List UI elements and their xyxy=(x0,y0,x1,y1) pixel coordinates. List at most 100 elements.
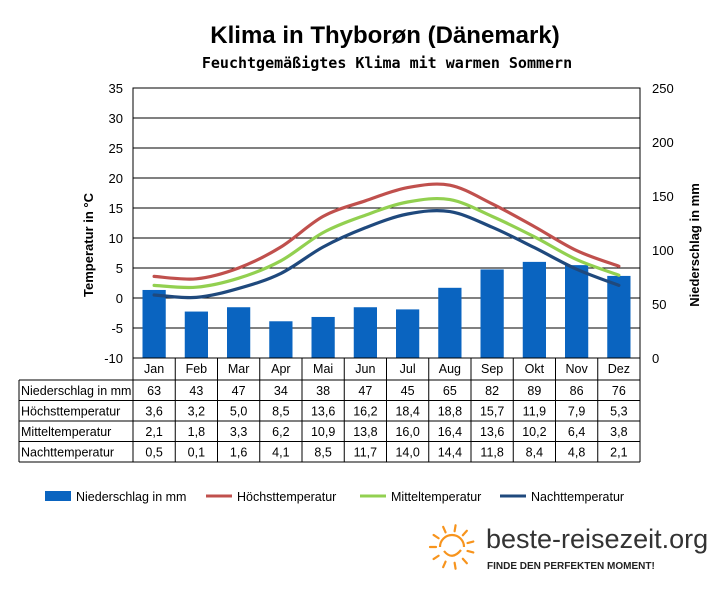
left-tick-label: 15 xyxy=(109,201,123,216)
month-label: Dez xyxy=(608,362,630,376)
mean-temperature-row-cell: 2,1 xyxy=(145,425,162,439)
mean-temperature-row-cell: 3,8 xyxy=(610,425,627,439)
low-temperature-row-cell: 8,5 xyxy=(314,446,331,460)
legend: Niederschlag in mm Höchsttemperatur Mittel… xyxy=(45,490,624,504)
right-axis-label: Niederschlag in mm xyxy=(687,183,702,307)
low-temperature-row-cell: 1,6 xyxy=(230,446,247,460)
chart-title: Klima in Thyborøn (Dänemark) xyxy=(210,22,559,49)
mean-temperature-line xyxy=(152,196,621,290)
precipitation-row-cell: 47 xyxy=(232,384,246,398)
sun-ray xyxy=(466,549,475,554)
right-tick-label: 50 xyxy=(652,297,666,312)
sun-ray xyxy=(466,540,475,545)
legend-label-mean-temperature: Mitteltemperatur xyxy=(391,490,481,504)
right-tick-label: 200 xyxy=(652,135,674,150)
month-label: Sep xyxy=(481,362,503,376)
month-label: Jun xyxy=(355,362,375,376)
precipitation-bar xyxy=(522,261,546,358)
high-temperature-row-cell: 18,4 xyxy=(395,405,419,419)
right-axis-ticks: 0 50 100 150 200 250 xyxy=(652,81,674,366)
low-temperature-row-cell: 8,4 xyxy=(526,446,543,460)
precipitation-bar xyxy=(438,287,462,358)
right-tick-label: 100 xyxy=(652,243,674,258)
left-axis-ticks: -10 -5 0 5 10 15 20 25 30 35 xyxy=(104,81,123,366)
data-table: Jan Feb Mar Apr Mai Jun Jul Aug Sep Okt Nov Dez Nied… xyxy=(18,358,641,463)
high-temperature-row-cell: 3,2 xyxy=(188,405,205,419)
month-label: Nov xyxy=(566,362,589,376)
high-temperature-row-cell: 11,9 xyxy=(523,405,546,419)
low-temperature-row-cell: 14,0 xyxy=(395,446,419,460)
precipitation-row-cell: 45 xyxy=(401,384,415,398)
precipitation-row-cell: 82 xyxy=(485,384,499,398)
sun-ray xyxy=(442,525,447,534)
temperature-lines xyxy=(152,182,621,300)
sun-ray xyxy=(461,529,468,537)
high-temperature-row-cell: 5,0 xyxy=(230,405,247,419)
legend-label-high-temperature: Höchsttemperatur xyxy=(237,490,336,504)
precipitation-row-label: Niederschlag in mm xyxy=(21,384,131,398)
left-tick-label: 25 xyxy=(109,141,123,156)
month-label: Mai xyxy=(313,362,333,376)
high-temperature-row-cell: 5,3 xyxy=(610,405,627,419)
precipitation-row-cell: 89 xyxy=(527,384,541,398)
precipitation-bar xyxy=(396,309,420,358)
sun-smile xyxy=(443,549,462,557)
precipitation-bar xyxy=(480,269,504,358)
precipitation-bar xyxy=(142,289,166,358)
month-label: Mar xyxy=(228,362,250,376)
high-temperature-row-label: Höchsttemperatur xyxy=(21,405,120,419)
branding: beste-reisezeit.org FINDE DEN PERFEKTEN … xyxy=(428,524,708,572)
mean-temperature-row-cell: 1,8 xyxy=(188,425,205,439)
sun-ray xyxy=(442,560,447,569)
mean-temperature-row-cell: 6,2 xyxy=(272,425,289,439)
precipitation-bar xyxy=(227,307,251,358)
sun-ray xyxy=(453,561,457,570)
sun-ray xyxy=(432,554,440,561)
brand-name: beste-reisezeit.org xyxy=(486,524,708,554)
precipitation-bars xyxy=(142,261,631,358)
low-temperature-row-cell: 14,4 xyxy=(438,446,462,460)
low-temperature-row-cell: 0,1 xyxy=(188,446,205,460)
high-temperature-row-cell: 18,8 xyxy=(438,405,462,419)
month-label: Apr xyxy=(271,362,290,376)
precipitation-bar xyxy=(269,321,293,358)
grid-lines xyxy=(133,87,640,359)
mean-temperature-row-cell: 13,8 xyxy=(353,425,377,439)
low-temperature-row-cell: 4,1 xyxy=(272,446,289,460)
precipitation-row-cell: 34 xyxy=(274,384,288,398)
left-tick-label: -5 xyxy=(111,321,123,336)
high-temperature-row-cell: 15,7 xyxy=(480,405,504,419)
chart-subtitle: Feuchtgemäßigtes Klima mit warmen Sommer… xyxy=(202,54,572,72)
month-label: Jul xyxy=(400,362,416,376)
precipitation-bar xyxy=(565,265,589,358)
plot-frame xyxy=(132,87,641,359)
low-temperature-row-cell: 4,8 xyxy=(568,446,585,460)
left-tick-label: 35 xyxy=(109,81,123,96)
sun-icon xyxy=(428,524,475,570)
left-tick-label: 10 xyxy=(109,231,123,246)
mean-temperature-row-cell: 3,3 xyxy=(230,425,247,439)
left-tick-label: 0 xyxy=(116,291,123,306)
low-temperature-row-cell: 11,7 xyxy=(354,446,377,460)
mean-temperature-row-cell: 16,0 xyxy=(395,425,419,439)
mean-temperature-row-cell: 16,4 xyxy=(438,425,462,439)
sun-ray xyxy=(432,533,440,540)
brand-tagline: FINDE DEN PERFEKTEN MOMENT! xyxy=(487,561,655,572)
month-label: Jan xyxy=(144,362,164,376)
month-label: Feb xyxy=(186,362,208,376)
precipitation-bar xyxy=(353,307,377,358)
precipitation-row-cell: 86 xyxy=(570,384,584,398)
left-tick-label: -10 xyxy=(104,351,123,366)
legend-label-precipitation: Niederschlag in mm xyxy=(76,490,186,504)
high-temperature-line xyxy=(152,182,621,281)
right-tick-label: 250 xyxy=(652,81,674,96)
high-temperature-row-cell: 16,2 xyxy=(353,405,377,419)
precipitation-bar xyxy=(184,311,208,358)
right-tick-label: 150 xyxy=(652,189,674,204)
precipitation-row-cell: 47 xyxy=(358,384,372,398)
precipitation-bar xyxy=(607,275,631,358)
precipitation-bar xyxy=(311,316,335,358)
sun-ray xyxy=(453,524,457,533)
low-temperature-row-cell: 2,1 xyxy=(610,446,627,460)
